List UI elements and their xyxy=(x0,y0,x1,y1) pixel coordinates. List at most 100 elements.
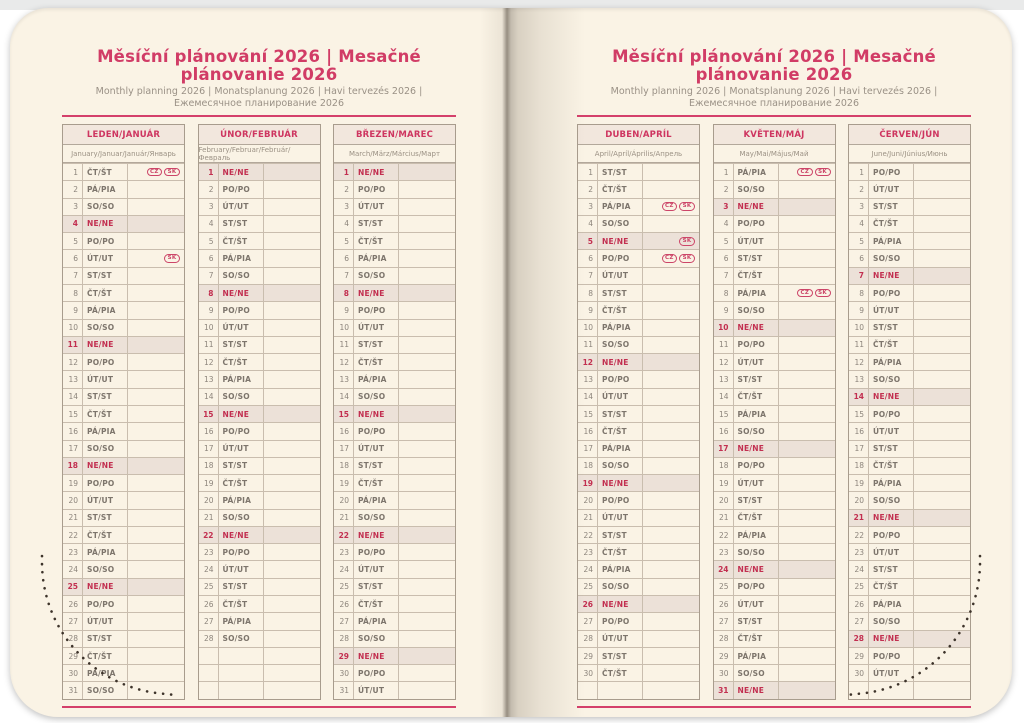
day-number: 22 xyxy=(849,526,869,544)
day-label: ÚT/UT xyxy=(598,267,643,284)
day-number: 21 xyxy=(714,509,734,526)
day-row: 12 PO/PO xyxy=(63,353,184,371)
day-row: 7 ÚT/UT xyxy=(578,266,699,284)
day-number: 29 xyxy=(714,647,734,665)
day-number: 17 xyxy=(199,440,219,457)
day-label: PÁ/PIA xyxy=(219,250,264,267)
day-label xyxy=(219,647,264,665)
divider-rule-top xyxy=(62,115,456,117)
day-row: 21 SO/SO xyxy=(198,508,320,526)
month-header: LEDEN/JANUÁR xyxy=(63,125,184,145)
day-number: 17 xyxy=(714,440,734,457)
day-note-area xyxy=(399,250,455,266)
day-number: 12 xyxy=(714,354,734,371)
day-number: 19 xyxy=(849,475,869,492)
day-label: NE/NE xyxy=(734,198,779,215)
day-number: 20 xyxy=(63,492,83,509)
day-label: ČT/ŠT xyxy=(869,457,914,475)
day-number: 7 xyxy=(578,267,598,284)
day-label: SO/SO xyxy=(219,267,264,284)
day-note-area xyxy=(643,164,699,180)
day-note-area xyxy=(128,181,184,197)
day-row: 7 ST/ST xyxy=(63,266,184,284)
day-note-area xyxy=(779,250,835,266)
day-label: SO/SO xyxy=(598,457,643,475)
day-row: 22 PÁ/PIA xyxy=(713,525,835,544)
day-number: 8 xyxy=(334,284,354,302)
day-number: 21 xyxy=(63,509,83,526)
day-note-area xyxy=(264,665,320,681)
day-label: ČT/ŠT xyxy=(734,267,779,284)
day-note-area xyxy=(779,579,835,595)
day-note-area xyxy=(779,268,835,284)
day-number: 22 xyxy=(63,526,83,544)
divider-rule-top xyxy=(577,115,971,117)
day-label: PO/PO xyxy=(869,284,914,302)
day-row: 24 ÚT/UT xyxy=(334,560,455,578)
holiday-badge-sk: SK xyxy=(679,237,695,246)
day-row: 18 SO/SO xyxy=(578,456,699,475)
day-row: 25 ST/ST xyxy=(334,577,455,596)
day-label: ST/ST xyxy=(83,388,128,405)
day-number: 2 xyxy=(849,181,869,198)
day-row: 25 NE/NE xyxy=(63,577,184,596)
day-label: PÁ/PIA xyxy=(219,371,264,388)
day-note-area xyxy=(399,441,455,457)
day-note-area xyxy=(643,631,699,647)
day-row: 24 SO/SO xyxy=(63,560,184,578)
day-label: NE/NE xyxy=(869,630,914,647)
day-note-area xyxy=(779,561,835,577)
day-label: ÚT/UT xyxy=(219,319,264,336)
empty-row xyxy=(849,681,970,699)
day-number: 1 xyxy=(714,164,734,181)
day-label: ST/ST xyxy=(354,457,399,475)
day-label: ST/ST xyxy=(354,578,399,596)
day-row: 2 PO/PO xyxy=(334,180,455,198)
day-number: 12 xyxy=(199,354,219,371)
day-number: 28 xyxy=(849,630,869,647)
day-note-area xyxy=(399,544,455,560)
day-label: PO/PO xyxy=(83,475,128,492)
day-label: ČT/ŠT xyxy=(598,181,643,198)
day-label: SO/SO xyxy=(219,630,264,647)
day-note-area xyxy=(779,544,835,560)
day-row: 9 PÁ/PIA xyxy=(63,301,184,319)
day-number: 10 xyxy=(578,319,598,336)
day-number: 9 xyxy=(578,302,598,319)
day-number: 18 xyxy=(578,457,598,475)
day-label: ČT/ŠT xyxy=(869,215,914,233)
day-number: 9 xyxy=(849,302,869,319)
day-label: ČT/ŠT xyxy=(354,233,399,250)
day-number: 25 xyxy=(199,578,219,596)
day-label: PO/PO xyxy=(869,526,914,544)
day-label: PÁ/PIA xyxy=(734,647,779,665)
day-row: 15 ČT/ŠT xyxy=(63,404,184,423)
day-label: NE/NE xyxy=(354,164,399,181)
day-number: 13 xyxy=(849,371,869,388)
day-note-area: SK xyxy=(643,233,699,249)
day-note-area xyxy=(399,613,455,629)
day-label: PÁ/PIA xyxy=(734,284,779,302)
day-number: 23 xyxy=(849,544,869,561)
day-number: 24 xyxy=(199,561,219,578)
day-note-area xyxy=(779,510,835,526)
day-note-area xyxy=(643,406,699,422)
day-row: 12 ČT/ŠT xyxy=(334,353,455,371)
day-number: 22 xyxy=(334,526,354,544)
day-note-area xyxy=(264,302,320,318)
month-languages: March/März/Március/Март xyxy=(334,145,455,163)
day-label: SO/SO xyxy=(869,371,914,388)
day-note-area xyxy=(779,371,835,387)
day-note-area xyxy=(264,682,320,698)
day-number: 7 xyxy=(334,267,354,284)
day-note-area xyxy=(779,613,835,629)
day-note-area xyxy=(128,268,184,284)
day-note-area xyxy=(643,423,699,439)
day-label: SO/SO xyxy=(598,578,643,596)
day-label: ÚT/UT xyxy=(219,561,264,578)
day-number: 25 xyxy=(714,578,734,596)
day-label: ČT/ŠT xyxy=(354,596,399,613)
day-note-area xyxy=(914,441,970,457)
day-row: 5 ČT/ŠT xyxy=(198,232,320,250)
day-row: 2 ÚT/UT xyxy=(849,180,970,198)
